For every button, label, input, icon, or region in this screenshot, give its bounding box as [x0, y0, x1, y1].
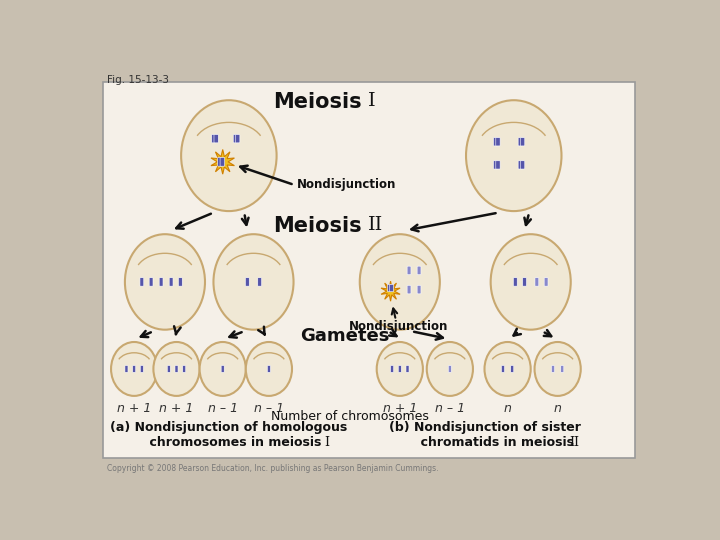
FancyBboxPatch shape: [518, 161, 523, 169]
FancyBboxPatch shape: [214, 134, 218, 143]
Text: (a) Nondisjunction of homologous
    chromosomes in meiosis: (a) Nondisjunction of homologous chromos…: [110, 421, 348, 449]
FancyBboxPatch shape: [233, 134, 238, 143]
FancyBboxPatch shape: [406, 366, 409, 372]
FancyBboxPatch shape: [521, 138, 525, 146]
FancyBboxPatch shape: [496, 138, 500, 146]
FancyBboxPatch shape: [221, 366, 224, 372]
Text: Copyright © 2008 Pearson Education, Inc. publishing as Pearson Benjamin Cummings: Copyright © 2008 Pearson Education, Inc.…: [107, 464, 438, 473]
Text: Meiosis: Meiosis: [273, 92, 361, 112]
Text: Nondisjunction: Nondisjunction: [348, 320, 448, 333]
Ellipse shape: [213, 234, 294, 330]
FancyBboxPatch shape: [104, 82, 634, 457]
FancyBboxPatch shape: [398, 366, 401, 372]
FancyBboxPatch shape: [212, 134, 216, 143]
Text: n – 1: n – 1: [207, 402, 238, 415]
Text: Meiosis: Meiosis: [273, 215, 361, 236]
FancyBboxPatch shape: [179, 278, 182, 286]
Polygon shape: [381, 281, 400, 301]
FancyBboxPatch shape: [510, 366, 514, 372]
FancyBboxPatch shape: [125, 366, 128, 372]
FancyBboxPatch shape: [387, 285, 392, 292]
FancyBboxPatch shape: [501, 366, 505, 372]
Ellipse shape: [181, 100, 276, 211]
FancyBboxPatch shape: [267, 366, 271, 372]
Ellipse shape: [427, 342, 473, 396]
FancyBboxPatch shape: [544, 278, 548, 286]
FancyBboxPatch shape: [258, 278, 261, 286]
FancyBboxPatch shape: [523, 278, 526, 286]
FancyBboxPatch shape: [496, 161, 500, 169]
FancyBboxPatch shape: [246, 278, 249, 286]
Text: Number of chromosomes: Number of chromosomes: [271, 410, 428, 423]
FancyBboxPatch shape: [183, 366, 186, 372]
Text: n + 1: n + 1: [117, 402, 151, 415]
FancyBboxPatch shape: [132, 366, 135, 372]
Ellipse shape: [153, 342, 199, 396]
Polygon shape: [211, 150, 235, 174]
Text: n – 1: n – 1: [254, 402, 284, 415]
FancyBboxPatch shape: [140, 278, 144, 286]
FancyBboxPatch shape: [407, 266, 411, 275]
FancyBboxPatch shape: [169, 278, 173, 286]
FancyBboxPatch shape: [390, 366, 394, 372]
FancyBboxPatch shape: [390, 285, 393, 292]
Text: Fig. 15-13-3: Fig. 15-13-3: [107, 75, 169, 85]
Ellipse shape: [485, 342, 531, 396]
Text: I: I: [324, 436, 329, 449]
Ellipse shape: [199, 342, 246, 396]
FancyBboxPatch shape: [561, 366, 564, 372]
FancyBboxPatch shape: [149, 278, 153, 286]
Ellipse shape: [111, 342, 157, 396]
Ellipse shape: [246, 342, 292, 396]
FancyBboxPatch shape: [518, 138, 523, 146]
FancyBboxPatch shape: [521, 161, 525, 169]
FancyBboxPatch shape: [493, 161, 498, 169]
Ellipse shape: [377, 342, 423, 396]
Ellipse shape: [466, 100, 562, 211]
FancyBboxPatch shape: [167, 366, 171, 372]
FancyBboxPatch shape: [140, 366, 143, 372]
FancyBboxPatch shape: [407, 286, 411, 294]
Text: Nondisjunction: Nondisjunction: [297, 178, 396, 191]
Text: n: n: [554, 402, 562, 415]
FancyBboxPatch shape: [513, 278, 517, 286]
FancyBboxPatch shape: [417, 266, 421, 275]
Text: I: I: [367, 92, 375, 110]
Ellipse shape: [534, 342, 581, 396]
Text: n: n: [504, 402, 511, 415]
FancyBboxPatch shape: [159, 278, 163, 286]
Text: n + 1: n + 1: [382, 402, 417, 415]
FancyBboxPatch shape: [175, 366, 178, 372]
Ellipse shape: [125, 234, 205, 330]
Text: (b) Nondisjunction of sister
       chromatids in meiosis: (b) Nondisjunction of sister chromatids …: [389, 421, 580, 449]
Text: II: II: [367, 215, 383, 234]
FancyBboxPatch shape: [235, 134, 240, 143]
FancyBboxPatch shape: [535, 278, 539, 286]
Ellipse shape: [360, 234, 440, 330]
Text: II: II: [570, 436, 579, 449]
FancyBboxPatch shape: [493, 138, 498, 146]
FancyBboxPatch shape: [220, 158, 225, 166]
Text: Gametes: Gametes: [300, 327, 389, 345]
FancyBboxPatch shape: [552, 366, 554, 372]
Text: n + 1: n + 1: [159, 402, 194, 415]
Ellipse shape: [490, 234, 571, 330]
FancyBboxPatch shape: [417, 286, 421, 294]
FancyBboxPatch shape: [217, 158, 222, 166]
FancyBboxPatch shape: [449, 366, 451, 372]
Text: n – 1: n – 1: [435, 402, 465, 415]
